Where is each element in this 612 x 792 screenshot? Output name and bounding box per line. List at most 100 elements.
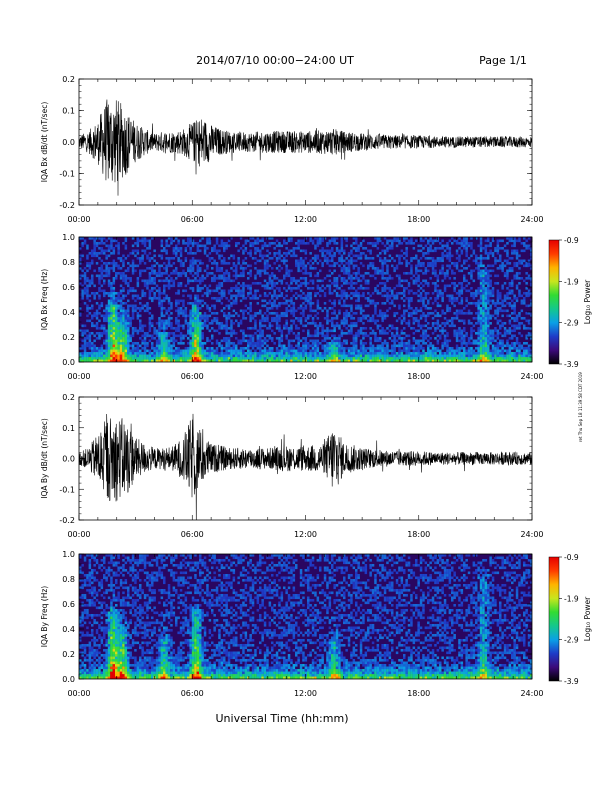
spectrogram-cell <box>458 254 461 258</box>
spectrogram-cell <box>470 287 473 290</box>
spectrogram-cell <box>340 289 344 293</box>
spectrogram-cell <box>235 264 238 268</box>
spectrogram-cell <box>285 299 288 303</box>
spectrogram-cell <box>225 349 228 353</box>
spectrogram-cell <box>203 342 207 345</box>
spectrogram-cell <box>352 339 356 343</box>
spectrogram-cell <box>491 334 495 338</box>
spectrogram-cell <box>458 292 461 295</box>
spectrogram-cell <box>436 312 440 315</box>
spectrogram-cell <box>350 244 353 248</box>
spectrogram-cell <box>227 299 231 303</box>
spectrogram-cell <box>460 249 464 253</box>
spectrogram-cell <box>124 339 128 343</box>
spectrogram-cell <box>227 352 231 355</box>
spectrogram-cell <box>381 317 384 320</box>
spectrogram-cell <box>379 272 382 275</box>
spectrogram-cell <box>155 339 159 343</box>
spectrogram-cell <box>479 327 483 330</box>
spectrogram-cell <box>117 337 120 340</box>
spectrogram-cell <box>460 284 464 288</box>
spectrogram-cell <box>477 334 480 338</box>
spectrogram-cell <box>136 237 140 240</box>
spectrogram-cell <box>189 344 192 348</box>
spectrogram-cell <box>110 314 113 318</box>
spectrogram-cell <box>271 297 274 300</box>
spectrogram-cell <box>367 249 370 253</box>
spectrogram-cell <box>256 239 260 243</box>
spectrogram-cell <box>415 277 418 280</box>
spectrogram-cell <box>371 302 375 305</box>
spectrogram-cell <box>95 309 99 313</box>
spectrogram-cell <box>379 349 382 353</box>
spectrogram-cell <box>223 339 226 343</box>
spectrogram-cell <box>355 277 358 280</box>
spectrogram-cell <box>431 239 435 243</box>
spectrogram-cell <box>415 279 418 283</box>
spectrogram-cell <box>91 352 94 355</box>
spectrogram-cell <box>321 264 324 268</box>
spectrogram-cell <box>218 284 221 288</box>
spectrogram-cell <box>302 264 305 268</box>
spectrogram-cell <box>292 357 296 360</box>
spectrogram-cell <box>247 352 250 355</box>
spectrogram-cell <box>117 347 120 350</box>
spectrogram-cell <box>503 299 507 303</box>
spectrogram-cell <box>407 292 411 295</box>
spectrogram-cell <box>230 359 233 362</box>
spectrogram-cell <box>362 294 365 298</box>
spectrogram-cell <box>148 297 152 300</box>
spectrogram-cell <box>331 322 334 325</box>
spectrogram-cell <box>350 262 353 265</box>
spectrogram-cell <box>191 334 195 338</box>
spectrogram-cell <box>338 327 341 330</box>
spectrogram-cell <box>503 297 507 300</box>
spectrogram-cell <box>131 237 135 240</box>
spectrogram-cell <box>254 359 257 362</box>
spectrogram-cell <box>158 359 161 362</box>
spectrogram-cell <box>424 279 428 283</box>
spectrogram-cell <box>201 314 204 318</box>
spectrogram-cell <box>472 357 476 360</box>
spectrogram-cell <box>81 334 84 338</box>
spectrogram-cell <box>499 327 502 330</box>
spectrogram-cell <box>292 319 296 323</box>
spectrogram-cell <box>208 237 212 240</box>
spectrogram-cell <box>278 279 281 283</box>
spectrogram-cell <box>417 269 420 273</box>
spectrogram-cell <box>304 324 308 328</box>
spectrogram-cell <box>455 347 459 350</box>
spectrogram-cell <box>158 317 161 320</box>
spectrogram-cell <box>391 324 394 328</box>
spectrogram-cell <box>179 249 183 253</box>
spectrogram-cell <box>407 354 411 358</box>
spectrogram-cell <box>383 252 387 255</box>
spectrogram-cell <box>254 292 257 295</box>
spectrogram-cell <box>100 347 104 350</box>
spectrogram-cell <box>302 352 305 355</box>
spectrogram-cell <box>314 237 317 240</box>
spectrogram-cell <box>487 297 490 300</box>
spectrogram-cell <box>98 247 101 250</box>
spectrogram-cell <box>143 239 147 243</box>
spectrogram-cell <box>275 352 279 355</box>
spectrogram-cell <box>117 297 120 300</box>
spectrogram-cell <box>345 282 348 285</box>
spectrogram-cell <box>107 247 111 250</box>
spectrogram-cell <box>117 304 120 308</box>
spectrogram-cell <box>199 357 202 360</box>
spectrogram-cell <box>309 292 312 295</box>
spectrogram-cell <box>501 284 504 288</box>
spectrogram-cell <box>297 247 300 250</box>
spectrogram-cell <box>136 347 140 350</box>
spectrogram-cell <box>328 307 332 310</box>
spectrogram-cell <box>191 324 195 328</box>
spectrogram-cell <box>403 312 406 315</box>
spectrogram-cell <box>83 302 87 305</box>
spectrogram-cell <box>391 349 394 353</box>
spectrogram-cell <box>268 312 272 315</box>
spectrogram-cell <box>146 359 149 362</box>
spectrogram-cell <box>124 317 128 320</box>
spectrogram-cell <box>333 284 336 288</box>
spectrogram-cell <box>189 354 192 358</box>
